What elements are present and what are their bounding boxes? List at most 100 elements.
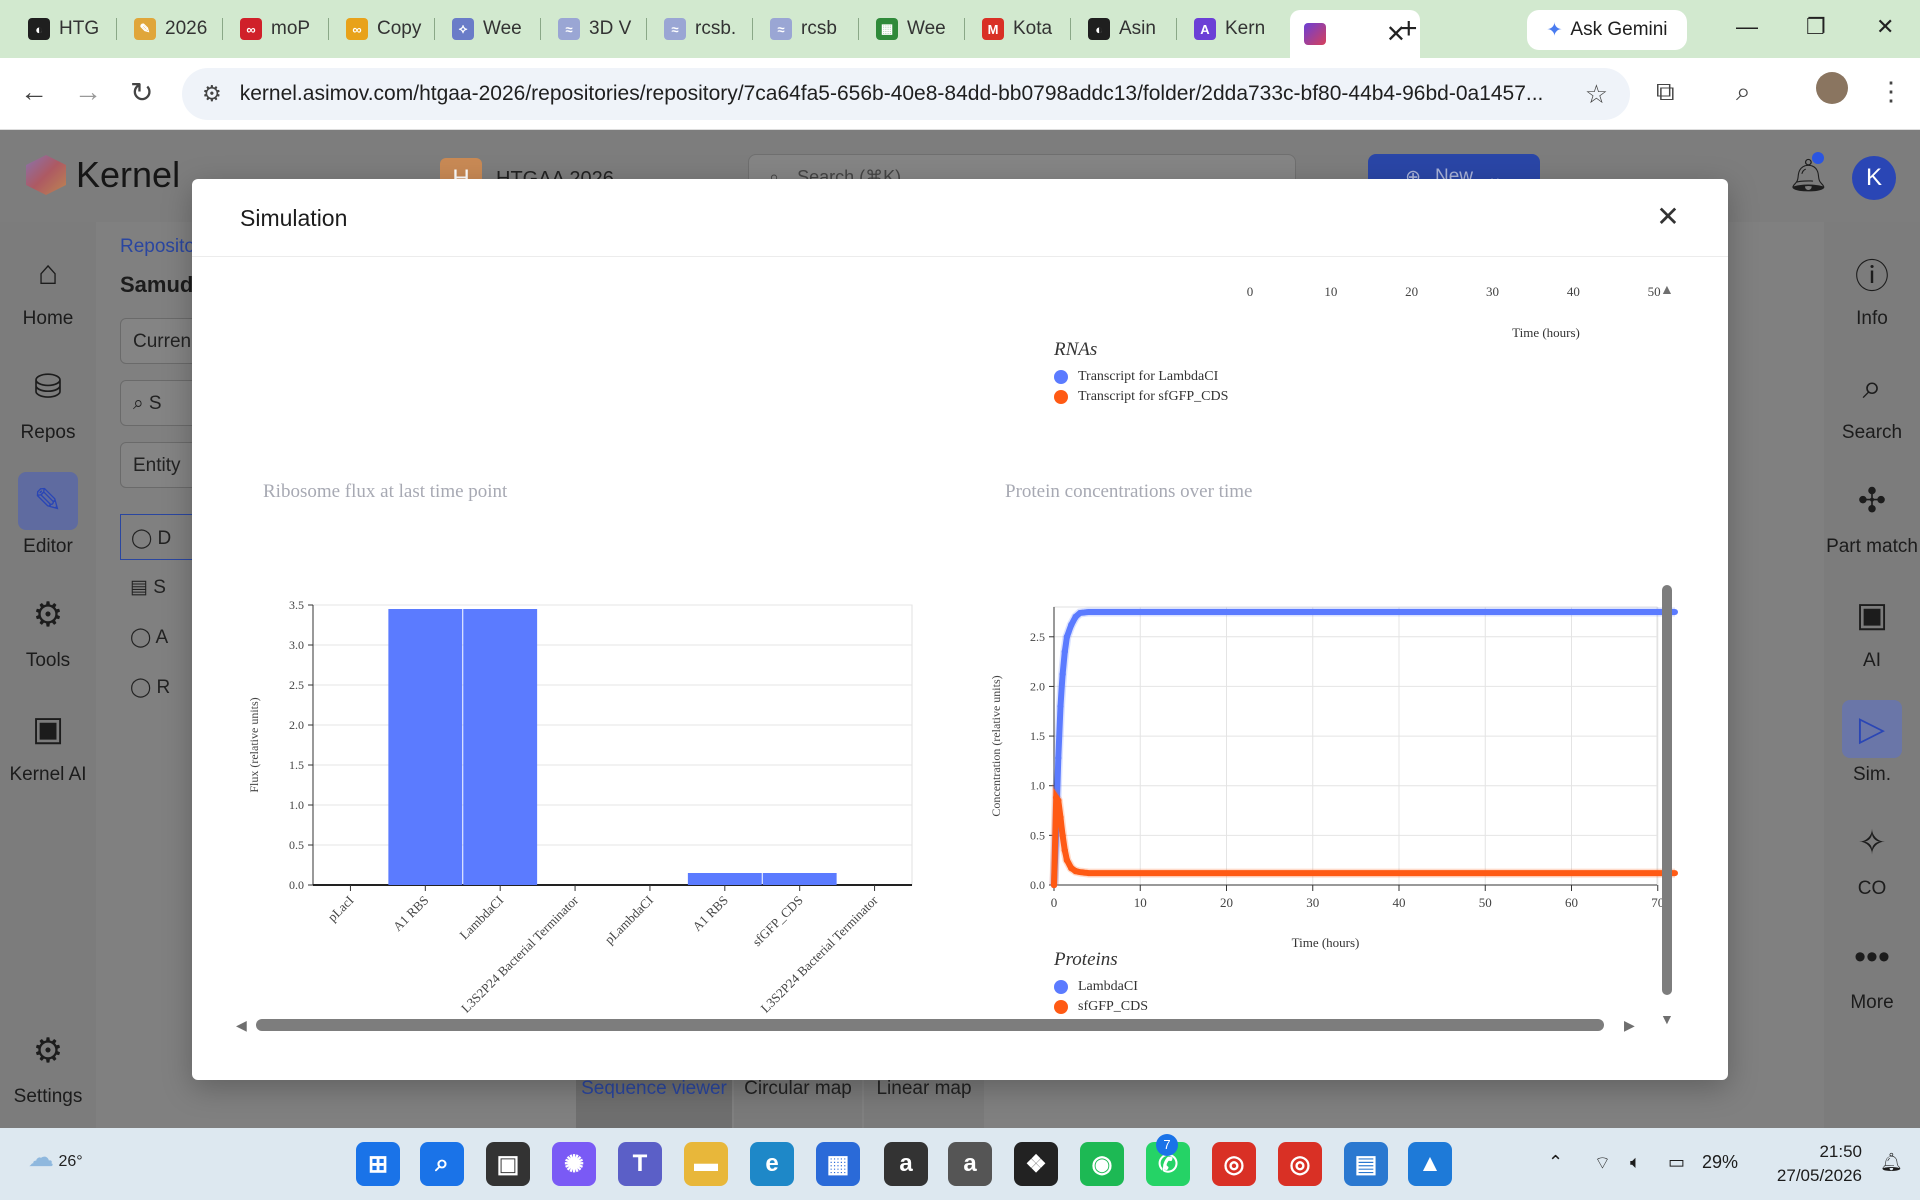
browser-tab[interactable]: ∞ moP: [226, 10, 326, 48]
rail-item-ai[interactable]: ▣ AI: [1824, 586, 1920, 672]
photos-icon[interactable]: ▲: [1408, 1142, 1452, 1186]
scroll-up-icon[interactable]: ▲: [1660, 281, 1674, 297]
flux-bar[interactable]: [388, 609, 463, 885]
bg-list-item[interactable]: ◯ R: [130, 677, 171, 698]
battery-icon[interactable]: ▭: [1668, 1152, 1686, 1172]
legend-item[interactable]: Transcript for LambdaCI: [1054, 367, 1228, 387]
rail-item-kernel-ai[interactable]: ▣ Kernel AI: [0, 700, 96, 786]
store-icon[interactable]: ▦: [816, 1142, 860, 1186]
start-menu-icon[interactable]: ⊞: [356, 1142, 400, 1186]
protein-series-point[interactable]: [1059, 832, 1066, 839]
bg-list-item[interactable]: ◯ A: [130, 627, 169, 648]
bookmark-star-icon[interactable]: ☆: [1584, 78, 1608, 109]
protein-series-line[interactable]: [1051, 609, 1678, 888]
flux-bar[interactable]: [762, 873, 837, 885]
browser-tab[interactable]: ◐ HTG: [14, 10, 114, 48]
close-window-icon[interactable]: ✕: [1876, 14, 1895, 39]
notification-center-icon[interactable]: 🔔︎: [1880, 1152, 1903, 1172]
weather-widget[interactable]: ☁ 26°: [28, 1142, 83, 1173]
spotify-icon[interactable]: ◉: [1080, 1142, 1124, 1186]
dropbox-icon[interactable]: ❖: [1014, 1142, 1058, 1186]
legend-item[interactable]: LambdaCI: [1054, 977, 1148, 997]
flux-bar[interactable]: [463, 609, 538, 885]
minimize-window-icon[interactable]: —: [1736, 14, 1758, 39]
chrome-profile-icon[interactable]: ◎: [1278, 1142, 1322, 1186]
browser-tab[interactable]: ✎ 2026: [120, 10, 220, 48]
kernel-logo[interactable]: Kernel: [26, 154, 180, 196]
rail-item-info[interactable]: ⓘ Info: [1824, 244, 1920, 330]
protein-series-point[interactable]: [1057, 814, 1064, 821]
close-modal-button[interactable]: ✕: [1656, 201, 1680, 232]
bg-list-item[interactable]: ▤ S: [130, 577, 166, 598]
browser-tab[interactable]: M Kota: [968, 10, 1068, 48]
browser-tab[interactable]: ◐ Asin: [1074, 10, 1174, 48]
forward-arrow-icon[interactable]: →: [74, 76, 102, 107]
system-clock[interactable]: 21:50 27/05/2026: [1762, 1140, 1862, 1188]
chrome-icon[interactable]: ◎: [1212, 1142, 1256, 1186]
rail-item-editor[interactable]: ✎ Editor: [0, 472, 96, 558]
rail-item-search[interactable]: ⌕ Search: [1824, 358, 1920, 444]
vertical-scroll-thumb[interactable]: [1662, 585, 1672, 995]
legend-item[interactable]: Transcript for sfGFP_CDS: [1054, 387, 1228, 407]
bg-filter-box[interactable]: Curren: [120, 318, 200, 364]
tab-search-icon[interactable]: ⌕: [1736, 76, 1751, 106]
wifi-icon[interactable]: ⌔: [1594, 1153, 1611, 1173]
breadcrumb[interactable]: Reposito: [120, 236, 195, 257]
tab-linear-map[interactable]: Linear map: [864, 1072, 984, 1128]
user-avatar[interactable]: K: [1852, 156, 1896, 200]
rail-item-more[interactable]: ••• More: [1824, 928, 1920, 1014]
protein-series-point[interactable]: [1057, 703, 1064, 710]
tab-circular-map[interactable]: Circular map: [734, 1072, 862, 1128]
ask-gemini-button[interactable]: ✦ Ask Gemini: [1527, 10, 1687, 50]
edge-icon[interactable]: e: [750, 1142, 794, 1186]
task-view-icon[interactable]: ▣: [486, 1142, 530, 1186]
restore-window-icon[interactable]: ❐: [1806, 14, 1826, 39]
protein-series-line[interactable]: [1051, 788, 1678, 888]
back-arrow-icon[interactable]: ←: [20, 76, 48, 107]
amazon-icon[interactable]: a: [884, 1142, 928, 1186]
protein-series-point[interactable]: [1055, 797, 1062, 804]
reload-icon[interactable]: ↻: [130, 77, 154, 108]
browser-profile-avatar[interactable]: [1816, 72, 1848, 104]
protein-series-point[interactable]: [1055, 754, 1062, 762]
modal-horizontal-scrollbar[interactable]: ◀ ▶: [232, 1013, 1642, 1037]
rail-item-tools[interactable]: ⚙ Tools: [0, 586, 96, 672]
address-bar[interactable]: ⚙ kernel.asimov.com/htgaa-2026/repositor…: [182, 68, 1630, 120]
browser-tab-active[interactable]: ✕: [1290, 10, 1420, 58]
tray-chevron-up-icon[interactable]: ⌃: [1548, 1152, 1564, 1172]
url-text[interactable]: kernel.asimov.com/htgaa-2026/repositorie…: [239, 82, 1544, 105]
amazon-shopping-icon[interactable]: a: [948, 1142, 992, 1186]
close-tab-icon[interactable]: ✕: [1385, 20, 1406, 48]
browser-tab[interactable]: ⟡ Wee: [438, 10, 538, 48]
copilot-icon[interactable]: ✺: [552, 1142, 596, 1186]
scroll-right-icon[interactable]: ▶: [1624, 1017, 1635, 1033]
rail-item-co[interactable]: ✧ CO: [1824, 814, 1920, 900]
browser-tab[interactable]: ≈3D V: [544, 10, 644, 48]
browser-tab[interactable]: ≈ rcsb: [756, 10, 856, 48]
protein-series-point[interactable]: [1063, 856, 1071, 864]
rail-item-repos[interactable]: ⛁ Repos: [0, 358, 96, 444]
protein-series-point[interactable]: [1068, 621, 1075, 629]
rail-item-home[interactable]: ⌂ Home: [0, 244, 96, 330]
legend-item[interactable]: sfGFP_CDS: [1054, 997, 1148, 1017]
bg-list-item[interactable]: ◯ D: [120, 514, 200, 560]
browser-tab[interactable]: ∞ Copy: [332, 10, 432, 48]
flux-bar[interactable]: [687, 873, 762, 885]
file-explorer-icon[interactable]: ▬: [684, 1142, 728, 1186]
rail-item-sim-[interactable]: ▷ Sim.: [1824, 700, 1920, 786]
horizontal-scroll-thumb[interactable]: [256, 1019, 1604, 1031]
notifications-bell-icon[interactable]: 🔔︎: [1788, 157, 1829, 193]
bg-entity-box[interactable]: Entity: [120, 442, 200, 488]
protein-series-point[interactable]: [1061, 847, 1068, 854]
volume-icon[interactable]: 🔈︎: [1630, 1152, 1641, 1172]
tab-sequence-viewer[interactable]: Sequence viewer: [576, 1072, 732, 1128]
protein-series-point[interactable]: [1072, 613, 1079, 621]
search-icon[interactable]: ⌕: [420, 1142, 464, 1186]
protein-series-point[interactable]: [1050, 881, 1058, 889]
protein-series-point[interactable]: [1063, 633, 1071, 640]
browser-tab[interactable]: ▦ Wee: [862, 10, 962, 48]
browser-menu-icon[interactable]: ⋮: [1878, 76, 1904, 106]
protein-series-point[interactable]: [1061, 648, 1068, 655]
rail-item-settings[interactable]: ⚙ Settings: [0, 1022, 96, 1108]
new-tab-button[interactable]: +: [1400, 12, 1418, 45]
